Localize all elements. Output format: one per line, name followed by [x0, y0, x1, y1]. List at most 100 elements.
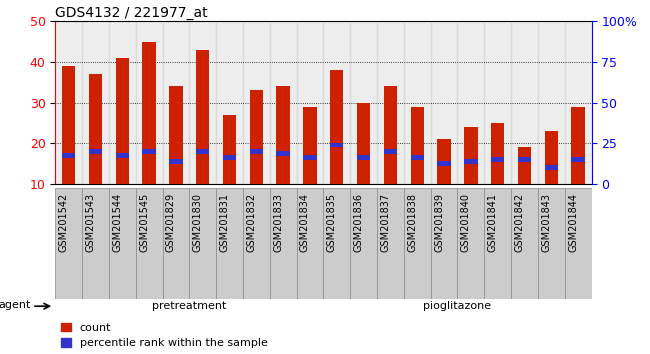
Bar	[243, 21, 270, 184]
Bar	[437, 139, 450, 184]
FancyBboxPatch shape	[216, 188, 243, 299]
Bar	[296, 21, 324, 184]
Text: GSM201542: GSM201542	[58, 193, 69, 252]
Text: pioglitazone: pioglitazone	[423, 301, 491, 311]
Bar	[55, 21, 82, 184]
Bar	[216, 21, 243, 184]
Bar	[484, 21, 511, 184]
FancyBboxPatch shape	[458, 188, 484, 299]
Bar	[545, 165, 558, 170]
FancyBboxPatch shape	[350, 188, 377, 299]
FancyBboxPatch shape	[404, 188, 430, 299]
Bar	[545, 131, 558, 184]
Bar	[491, 123, 504, 184]
Bar	[223, 115, 236, 184]
Legend: count, percentile rank within the sample: count, percentile rank within the sample	[61, 322, 268, 348]
Bar	[116, 153, 129, 158]
FancyBboxPatch shape	[162, 188, 189, 299]
Bar	[276, 151, 290, 156]
Bar	[357, 155, 370, 160]
Text: GSM201841: GSM201841	[488, 193, 498, 252]
FancyBboxPatch shape	[484, 188, 511, 299]
Bar	[404, 21, 430, 184]
Text: GSM201829: GSM201829	[166, 193, 176, 252]
Text: pretreatment: pretreatment	[152, 301, 226, 311]
Text: GSM201833: GSM201833	[273, 193, 283, 252]
FancyBboxPatch shape	[82, 188, 109, 299]
Text: GSM201543: GSM201543	[85, 193, 96, 252]
Bar	[162, 21, 189, 184]
Bar	[270, 21, 296, 184]
Bar	[169, 159, 183, 164]
Bar	[411, 107, 424, 184]
FancyBboxPatch shape	[324, 188, 350, 299]
Bar	[116, 58, 129, 184]
FancyBboxPatch shape	[243, 188, 270, 299]
Bar	[62, 153, 75, 158]
Text: GSM201838: GSM201838	[407, 193, 417, 252]
Text: GSM201842: GSM201842	[514, 193, 525, 252]
Text: GSM201835: GSM201835	[327, 193, 337, 252]
Text: GSM201837: GSM201837	[380, 193, 391, 252]
FancyBboxPatch shape	[55, 188, 82, 299]
FancyBboxPatch shape	[377, 188, 404, 299]
Bar	[62, 66, 75, 184]
Bar	[250, 91, 263, 184]
FancyBboxPatch shape	[189, 188, 216, 299]
Bar	[142, 149, 156, 154]
Bar	[411, 155, 424, 160]
Bar	[250, 149, 263, 154]
Text: GDS4132 / 221977_at: GDS4132 / 221977_at	[55, 6, 208, 20]
Bar	[571, 157, 585, 162]
Bar	[109, 21, 136, 184]
Bar	[330, 70, 343, 184]
Bar	[304, 155, 317, 160]
Bar	[82, 21, 109, 184]
Text: GSM201832: GSM201832	[246, 193, 256, 252]
Text: GSM201544: GSM201544	[112, 193, 122, 252]
Bar	[377, 21, 404, 184]
FancyBboxPatch shape	[538, 188, 565, 299]
FancyBboxPatch shape	[136, 188, 162, 299]
FancyBboxPatch shape	[430, 188, 458, 299]
FancyBboxPatch shape	[565, 188, 592, 299]
Text: GSM201839: GSM201839	[434, 193, 444, 252]
FancyBboxPatch shape	[296, 188, 324, 299]
Bar	[518, 157, 531, 162]
Bar	[196, 50, 209, 184]
Bar	[384, 86, 397, 184]
Bar	[189, 21, 216, 184]
FancyBboxPatch shape	[109, 188, 136, 299]
Bar	[196, 149, 209, 154]
Bar	[491, 157, 504, 162]
Text: GSM201844: GSM201844	[568, 193, 578, 252]
Bar	[223, 155, 236, 160]
Text: GSM201836: GSM201836	[354, 193, 363, 252]
Bar	[511, 21, 538, 184]
Bar	[304, 107, 317, 184]
Bar	[136, 21, 162, 184]
Text: GSM201830: GSM201830	[192, 193, 203, 252]
Bar	[142, 42, 156, 184]
Text: GSM201831: GSM201831	[220, 193, 229, 252]
Bar	[518, 147, 531, 184]
Bar	[565, 21, 592, 184]
Bar	[350, 21, 377, 184]
Bar	[357, 103, 370, 184]
Text: agent: agent	[0, 299, 31, 310]
FancyBboxPatch shape	[270, 188, 296, 299]
Bar	[169, 86, 183, 184]
Text: GSM201843: GSM201843	[541, 193, 551, 252]
Bar	[538, 21, 565, 184]
Bar	[89, 74, 102, 184]
Bar	[384, 149, 397, 154]
Bar	[437, 161, 450, 166]
Bar	[458, 21, 484, 184]
Bar	[464, 159, 478, 164]
Bar	[430, 21, 458, 184]
FancyBboxPatch shape	[511, 188, 538, 299]
Bar	[276, 86, 290, 184]
Bar	[324, 21, 350, 184]
Bar	[330, 143, 343, 147]
Bar	[571, 107, 585, 184]
